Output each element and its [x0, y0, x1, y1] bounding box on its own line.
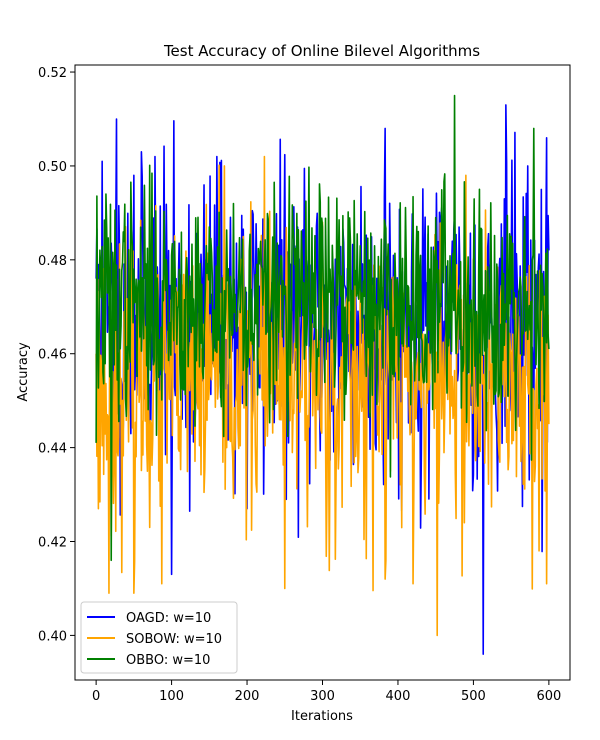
legend-label-obbo: OBBO: w=10	[126, 653, 210, 668]
x-tick-label: 400	[386, 689, 411, 704]
y-tick-label: 0.46	[38, 348, 67, 363]
legend-box	[80, 601, 238, 674]
legend: OAGD: w=10 SOBOW: w=10 OBBO: w=10	[80, 601, 238, 674]
y-tick-label: 0.52	[38, 66, 67, 81]
x-tick-label: 200	[235, 689, 260, 704]
series-line-obbo	[95, 94, 550, 562]
plot-lines	[95, 94, 550, 655]
legend-label-sobow: SOBOW: w=10	[126, 632, 222, 647]
x-tick-label: 500	[461, 689, 486, 704]
y-tick-label: 0.42	[38, 536, 67, 551]
x-axis-ticks: 0 100 200 300 400 500 600	[92, 680, 561, 704]
y-axis-label: Accuracy	[16, 342, 31, 402]
x-tick-label: 100	[159, 689, 184, 704]
y-tick-label: 0.50	[38, 160, 67, 175]
y-tick-label: 0.48	[38, 254, 67, 269]
y-tick-label: 0.40	[38, 629, 67, 644]
x-tick-label: 300	[310, 689, 335, 704]
x-tick-label: 600	[536, 689, 561, 704]
y-tick-label: 0.44	[38, 442, 67, 457]
chart-title: Test Accuracy of Online Bilevel Algorith…	[163, 42, 480, 60]
y-axis-ticks: 0.40 0.42 0.44 0.46 0.48 0.50 0.52	[38, 66, 75, 644]
x-axis-label: Iterations	[291, 709, 353, 724]
x-tick-label: 0	[92, 689, 100, 704]
legend-label-oagd: OAGD: w=10	[126, 611, 211, 626]
